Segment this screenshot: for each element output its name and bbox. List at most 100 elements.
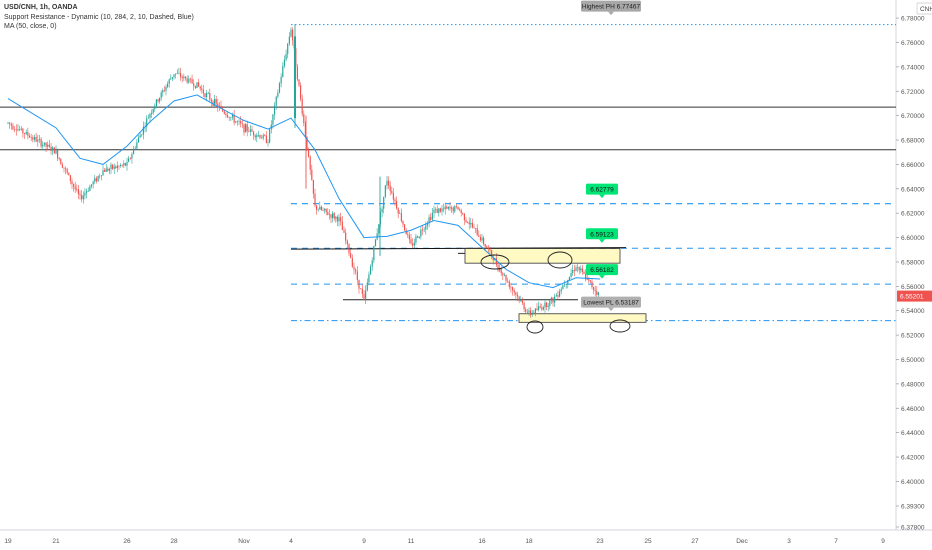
y-tick-label: 6.74000 bbox=[901, 64, 925, 71]
candle-body bbox=[217, 103, 219, 108]
candle-body bbox=[198, 82, 200, 87]
candle-body bbox=[147, 117, 149, 119]
candle-body bbox=[40, 138, 42, 147]
candle-body bbox=[102, 170, 104, 176]
candle-body bbox=[420, 229, 422, 237]
spike-candle-body bbox=[294, 36, 296, 119]
candle-body bbox=[346, 240, 348, 245]
candle-body bbox=[507, 280, 509, 282]
candle-body bbox=[246, 124, 248, 132]
candle-body bbox=[18, 129, 21, 130]
candle-body bbox=[179, 72, 182, 78]
annotation-circle[interactable] bbox=[547, 251, 573, 269]
level-badge[interactable] bbox=[586, 228, 618, 240]
candle-body bbox=[408, 235, 410, 240]
candle-body bbox=[45, 142, 47, 147]
candle-body bbox=[542, 307, 544, 310]
candle-body bbox=[243, 124, 245, 133]
y-tick-label: 6.70000 bbox=[901, 113, 925, 120]
candle-body bbox=[214, 99, 216, 106]
candle-body bbox=[303, 114, 305, 124]
level-badge-label: 6.56182 bbox=[590, 267, 614, 274]
candle-body bbox=[87, 191, 89, 192]
candle-body bbox=[421, 229, 424, 231]
candle-body bbox=[141, 134, 143, 136]
candle-body bbox=[100, 175, 102, 177]
candle-body bbox=[439, 208, 441, 212]
resistance-trendline[interactable] bbox=[290, 247, 627, 250]
annotation-circle[interactable] bbox=[526, 320, 544, 334]
candle-body bbox=[236, 121, 239, 122]
y-tick-label: 6.66000 bbox=[901, 162, 925, 169]
candle-body bbox=[108, 168, 110, 171]
indicator-label[interactable]: Support Resistance - Dynamic (10, 284, 2… bbox=[4, 13, 194, 21]
candle-body bbox=[300, 85, 302, 99]
info-badge[interactable] bbox=[581, 296, 641, 308]
x-tick-label: 23 bbox=[596, 538, 604, 545]
candle-body bbox=[368, 274, 370, 283]
candle-body bbox=[386, 180, 388, 186]
candle-body bbox=[120, 165, 122, 166]
candle-body bbox=[186, 78, 188, 83]
level-badge[interactable] bbox=[586, 183, 618, 195]
candle-body bbox=[280, 76, 282, 84]
candle-body bbox=[10, 123, 12, 126]
highlight-zone[interactable] bbox=[464, 248, 621, 264]
candle-body bbox=[43, 142, 46, 145]
candle-body bbox=[495, 258, 497, 265]
candle-body bbox=[22, 128, 24, 134]
candle-body bbox=[478, 235, 480, 238]
moving-average-line[interactable] bbox=[7, 94, 601, 289]
candle-body bbox=[104, 170, 106, 172]
candle-body bbox=[577, 267, 579, 268]
candle-body bbox=[431, 212, 433, 220]
candle-body bbox=[484, 244, 486, 247]
candle-body bbox=[539, 306, 541, 308]
candle-body bbox=[210, 99, 212, 102]
candle-body bbox=[235, 121, 237, 123]
candle-body bbox=[483, 237, 485, 245]
candle-body bbox=[132, 148, 135, 155]
info-badge[interactable] bbox=[581, 0, 641, 12]
candle-body bbox=[193, 83, 195, 86]
candle-body bbox=[373, 246, 375, 261]
candle-body bbox=[360, 288, 362, 290]
currency-badge-label: CNH bbox=[920, 6, 932, 13]
highlight-zone[interactable] bbox=[518, 313, 647, 323]
candle-body bbox=[52, 147, 54, 151]
candle-body bbox=[94, 178, 96, 182]
current-price-badge[interactable] bbox=[897, 290, 932, 302]
candle-body bbox=[73, 183, 75, 187]
candle-body bbox=[546, 302, 548, 307]
annotation-circle[interactable] bbox=[480, 254, 510, 270]
candle-body bbox=[55, 149, 57, 154]
candle-body bbox=[336, 216, 338, 222]
level-badge-label: Lowest PL 6.53187 bbox=[583, 300, 639, 307]
candle-body bbox=[261, 138, 263, 139]
level-badge-label: 6.62779 bbox=[590, 187, 614, 194]
candle-body bbox=[541, 307, 543, 310]
level-badge-label: 6.59123 bbox=[590, 231, 614, 238]
x-tick-label: 25 bbox=[644, 538, 652, 545]
annotation-circle[interactable] bbox=[609, 319, 631, 333]
candle-body bbox=[204, 93, 206, 98]
candle-body bbox=[588, 277, 590, 281]
candle-body bbox=[134, 148, 136, 149]
candle-body bbox=[273, 105, 276, 115]
candle-body bbox=[282, 66, 284, 77]
x-tick-label: 27 bbox=[691, 538, 699, 545]
candle-body bbox=[245, 124, 247, 133]
y-tick-label: 6.58000 bbox=[901, 259, 925, 266]
ma-label[interactable]: MA (50, close, 0) bbox=[4, 23, 57, 30]
candle-body bbox=[452, 207, 454, 212]
candle-body bbox=[558, 291, 561, 297]
candle-body bbox=[412, 243, 414, 246]
candle-body bbox=[371, 260, 373, 267]
level-badge[interactable] bbox=[586, 264, 618, 276]
symbol-title[interactable]: USD/CNH, 1h, OANDA bbox=[4, 4, 78, 11]
candle-body bbox=[425, 225, 427, 230]
candle-body bbox=[184, 76, 187, 79]
currency-badge[interactable] bbox=[916, 2, 932, 15]
